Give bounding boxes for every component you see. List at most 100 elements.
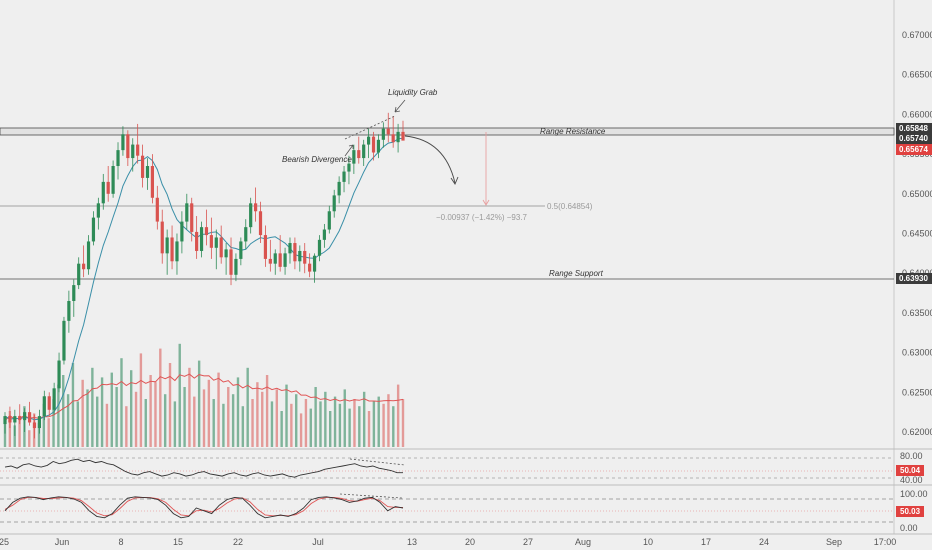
candle-body bbox=[268, 258, 272, 264]
fib-label: 0.5(0.64854) bbox=[547, 202, 593, 211]
volume-bar bbox=[212, 399, 215, 447]
candle-body bbox=[155, 197, 159, 222]
measure-arrow-icon bbox=[482, 199, 490, 206]
candle-body bbox=[303, 250, 307, 264]
candle-body bbox=[131, 144, 135, 159]
divergence-arrow-icon bbox=[344, 144, 354, 157]
volume-bar bbox=[188, 367, 191, 447]
candle-body bbox=[116, 150, 120, 167]
volume-bar bbox=[314, 387, 317, 447]
volume-bar bbox=[231, 394, 235, 447]
candles bbox=[3, 112, 405, 439]
time-tick-label: Jul bbox=[312, 537, 324, 547]
candle-body bbox=[23, 412, 27, 421]
candle-body bbox=[32, 422, 37, 429]
projection-curve bbox=[404, 135, 456, 184]
price-tag-support: 0.63930 bbox=[896, 273, 932, 284]
volume-ma-line bbox=[4, 373, 404, 421]
volume-bar bbox=[100, 377, 104, 447]
osc1-divergence-line bbox=[349, 458, 406, 466]
candle-body bbox=[244, 227, 248, 242]
candle-body bbox=[249, 203, 253, 228]
svg-text:0.65848: 0.65848 bbox=[899, 124, 928, 133]
price-tick-label: 0.62500 bbox=[902, 387, 932, 397]
candle-body bbox=[150, 166, 155, 198]
candle-body bbox=[27, 412, 32, 423]
candle-body bbox=[312, 255, 317, 272]
candle-body bbox=[8, 416, 12, 423]
volume-bar bbox=[183, 387, 186, 447]
candle-body bbox=[357, 150, 361, 159]
measure-label: −0.00937 (−1.42%) −93.7 bbox=[436, 213, 528, 222]
candle-body bbox=[170, 237, 174, 262]
volume-bar bbox=[387, 394, 390, 447]
candle-body bbox=[263, 235, 268, 259]
candle-body bbox=[229, 249, 233, 275]
volume-bar bbox=[304, 399, 308, 447]
candle-body bbox=[62, 320, 66, 361]
volume-bar bbox=[154, 382, 157, 447]
candle-body bbox=[327, 211, 331, 230]
volume-bar bbox=[348, 408, 351, 447]
osc1-last-value-tag: 50.04 bbox=[896, 465, 924, 476]
volume-bar bbox=[280, 411, 283, 447]
candle-body bbox=[126, 134, 130, 159]
candle-body bbox=[57, 360, 61, 389]
osc1-tick-40: 40.00 bbox=[900, 475, 923, 485]
volume-bar bbox=[13, 425, 16, 447]
svg-text:0.65740: 0.65740 bbox=[899, 134, 928, 143]
candle-body bbox=[18, 416, 22, 421]
price-tick-label: 0.64500 bbox=[902, 229, 932, 239]
candle-body bbox=[204, 227, 209, 236]
volume-bar bbox=[246, 367, 249, 447]
price-tag-current: 0.65674 bbox=[896, 144, 932, 155]
volume-bar bbox=[193, 396, 196, 447]
volume-bar bbox=[149, 375, 152, 447]
candle-body bbox=[401, 131, 405, 141]
osc2-d-line bbox=[4, 496, 403, 517]
candle-body bbox=[86, 241, 91, 270]
price-tag-resistance-low: 0.65740 bbox=[896, 133, 932, 144]
volume-bar bbox=[105, 403, 109, 447]
range-support-label: Range Support bbox=[549, 269, 604, 278]
candle-body bbox=[136, 144, 140, 156]
time-tick-label: 27 bbox=[523, 537, 533, 547]
volume-bar bbox=[324, 391, 327, 447]
volume-bar bbox=[139, 353, 143, 447]
range-resistance-box[interactable] bbox=[0, 127, 895, 136]
volume-bar bbox=[377, 396, 380, 447]
osc1-tick-80: 80.00 bbox=[900, 451, 923, 461]
time-tick-label: 13 bbox=[407, 537, 417, 547]
volume-bar bbox=[159, 348, 162, 447]
time-tick-label: 15 bbox=[173, 537, 183, 547]
main-pane[interactable] bbox=[0, 0, 894, 449]
volume-bar bbox=[71, 363, 75, 447]
volume-bar bbox=[396, 384, 400, 447]
volume-bar bbox=[333, 396, 337, 447]
time-tick-label: Aug bbox=[575, 537, 591, 547]
candle-body bbox=[219, 237, 223, 258]
candle-body bbox=[362, 144, 366, 159]
range-resistance-label: Range Resistance bbox=[540, 127, 606, 136]
candle-body bbox=[317, 239, 322, 256]
volume-bar bbox=[319, 401, 322, 447]
candle-body bbox=[258, 211, 263, 236]
volume-bar bbox=[328, 411, 332, 447]
price-tick-label: 0.66500 bbox=[902, 70, 932, 80]
candle-body bbox=[96, 203, 100, 218]
volume-bar bbox=[81, 379, 84, 447]
volume-bar bbox=[62, 375, 65, 447]
candle-body bbox=[111, 166, 115, 194]
volume-bar bbox=[265, 375, 269, 447]
volume-bar bbox=[37, 423, 41, 447]
candle-body bbox=[190, 203, 194, 232]
candle-body bbox=[67, 300, 71, 321]
divergence-trendline bbox=[344, 115, 396, 140]
time-tick-label: 8 bbox=[118, 537, 123, 547]
volume-bar bbox=[18, 415, 21, 447]
osc2-tick-100: 100.00 bbox=[900, 489, 928, 499]
volume-bar bbox=[66, 394, 70, 447]
moving-average-line bbox=[4, 137, 404, 421]
